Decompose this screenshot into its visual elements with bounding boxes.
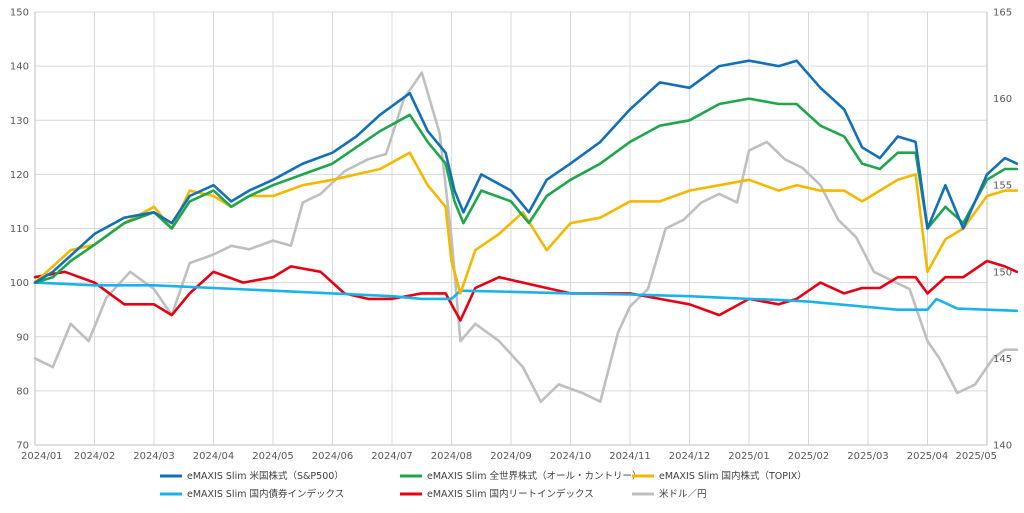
x-tick-label: 2024/07: [371, 451, 413, 462]
y-right-tick-label: 140: [993, 441, 1012, 452]
legend: eMAXIS Slim 米国株式（S&P500） eMAXIS Slim 全世界株…: [160, 470, 807, 500]
y-right-tick-label: 165: [993, 8, 1012, 19]
x-tick-label: 2025/05: [955, 451, 997, 462]
legend-label: eMAXIS Slim 国内株式（TOPIX）: [659, 470, 807, 482]
x-tick-label: 2024/03: [133, 451, 175, 462]
x-tick-label: 2025/03: [847, 451, 889, 462]
x-tick-label: 2025/04: [907, 451, 949, 462]
series-line-5: [33, 71, 1019, 403]
x-tick-label: 2024/05: [252, 451, 294, 462]
series-line-0: [33, 59, 1019, 284]
x-tick-label: 2024/12: [669, 451, 711, 462]
y-left-tick-label: 130: [10, 116, 29, 127]
x-tick-label: 2025/01: [728, 451, 770, 462]
x-tick-label: 2024/11: [609, 451, 651, 462]
legend-label: 米ドル／円: [659, 488, 707, 500]
series-line-4: [33, 259, 1019, 322]
y-left-tick-label: 90: [16, 332, 29, 343]
y-right-tick-label: 160: [993, 94, 1012, 105]
y-left-tick-label: 70: [16, 441, 29, 452]
y-right-tick-label: 155: [993, 181, 1012, 192]
series-line-1: [33, 97, 1019, 284]
tick-labels: 70 80 90 100 110 120 130 140 150 140 145 150 155 160 1…: [10, 8, 1012, 463]
legend-label: eMAXIS Slim 米国株式（S&P500）: [187, 470, 344, 482]
axes: [34, 12, 988, 446]
legend-label: eMAXIS Slim 全世界株式（オール・カントリー）: [427, 470, 641, 482]
x-tick-label: 2024/01: [21, 451, 63, 462]
y-left-tick-label: 80: [16, 386, 29, 397]
x-tick-label: 2025/02: [788, 451, 830, 462]
x-tick-label: 2024/08: [431, 451, 473, 462]
x-tick-label: 2024/09: [490, 451, 532, 462]
y-left-tick-label: 140: [10, 62, 29, 73]
legend-label: eMAXIS Slim 国内債券インデックス: [187, 488, 344, 500]
grid: [34, 11, 988, 446]
legend-label: eMAXIS Slim 国内リートインデックス: [427, 488, 594, 500]
x-tick-label: 2024/04: [193, 451, 235, 462]
y-left-tick-label: 150: [10, 8, 29, 19]
y-right-tick-label: 150: [993, 267, 1012, 278]
y-left-tick-label: 110: [10, 224, 29, 235]
y-left-tick-label: 100: [10, 278, 29, 289]
x-tick-label: 2024/10: [550, 451, 592, 462]
y-left-tick-label: 120: [10, 170, 29, 181]
y-right-tick-label: 145: [993, 354, 1012, 365]
x-tick-label: 2024/06: [312, 451, 354, 462]
series-line-3: [33, 281, 1019, 313]
series-lines: [33, 59, 1019, 403]
series-line-2: [33, 151, 1019, 295]
x-tick-label: 2024/02: [74, 451, 116, 462]
